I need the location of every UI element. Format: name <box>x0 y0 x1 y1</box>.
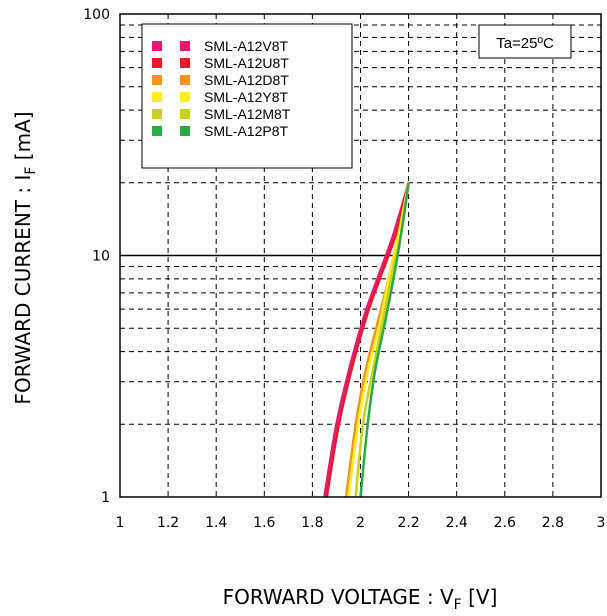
y-axis-label: FORWARD CURRENT : IF [mA] <box>11 111 39 404</box>
x-tick-label: 2.2 <box>397 515 419 531</box>
annotation-box <box>478 24 572 59</box>
x-tick-labels: 1 1.2 1.4 1.6 1.8 2 2.2 2.4 2.6 2.8 3 <box>116 515 606 531</box>
legend: SML-A12V8TSML-A12U8TSML-A12D8TSML-A12Y8T… <box>141 23 353 169</box>
legend-swatch <box>180 75 190 85</box>
legend-swatch <box>180 126 190 136</box>
legend-swatch <box>180 109 190 119</box>
x-axis-label-sub: F <box>454 597 462 613</box>
y-axis-label-sub: F <box>23 167 39 175</box>
legend-swatch <box>152 92 162 102</box>
x-tick-label: 3 <box>597 515 606 531</box>
legend-swatch <box>180 92 190 102</box>
legend-label: SML-A12U8T <box>204 55 289 71</box>
temperature-annotation: Ta=25ºC <box>478 24 572 59</box>
y-tick-label: 100 <box>83 7 110 23</box>
y-axis-label-main: FORWARD CURRENT : I <box>11 175 35 405</box>
y-axis-label-unit: [mA] <box>11 111 35 166</box>
x-tick-label: 1.8 <box>301 515 323 531</box>
x-tick-label: 2 <box>356 515 365 531</box>
legend-label: SML-A12V8T <box>204 38 288 54</box>
y-tick-label: 10 <box>92 249 110 265</box>
x-tick-label: 2.4 <box>446 515 468 531</box>
x-tick-label: 1.2 <box>157 515 179 531</box>
annotation-text: Ta=25ºC <box>496 35 554 52</box>
series-line <box>323 182 410 498</box>
legend-box <box>141 23 353 169</box>
y-tick-label: 1 <box>101 490 110 506</box>
series-line <box>325 182 410 498</box>
series-line <box>347 182 410 498</box>
curves <box>323 182 410 498</box>
y-tick-labels: 1 10 100 <box>83 7 110 506</box>
legend-swatch <box>180 58 190 68</box>
legend-label: SML-A12D8T <box>204 72 289 88</box>
legend-swatch <box>152 109 162 119</box>
series-line <box>359 182 410 498</box>
x-tick-label: 2.6 <box>494 515 516 531</box>
x-tick-label: 1.4 <box>205 515 227 531</box>
plot-frame <box>119 13 602 498</box>
legend-swatch <box>152 41 162 51</box>
legend-swatch <box>152 126 162 136</box>
legend-label: SML-A12M8T <box>204 106 291 122</box>
x-tick-label: 1.6 <box>253 515 275 531</box>
x-axis-label: FORWARD VOLTAGE : VF [V] <box>223 585 498 613</box>
legend-swatch <box>152 58 162 68</box>
legend-swatch <box>180 41 190 51</box>
x-tick-label: 1 <box>116 515 125 531</box>
legend-swatch <box>152 75 162 85</box>
legend-label: SML-A12Y8T <box>204 89 288 105</box>
x-axis-label-unit: [V] <box>462 585 498 609</box>
legend-label: SML-A12P8T <box>204 123 288 139</box>
x-axis-label-main: FORWARD VOLTAGE : V <box>223 585 454 609</box>
x-tick-label: 2.8 <box>542 515 564 531</box>
